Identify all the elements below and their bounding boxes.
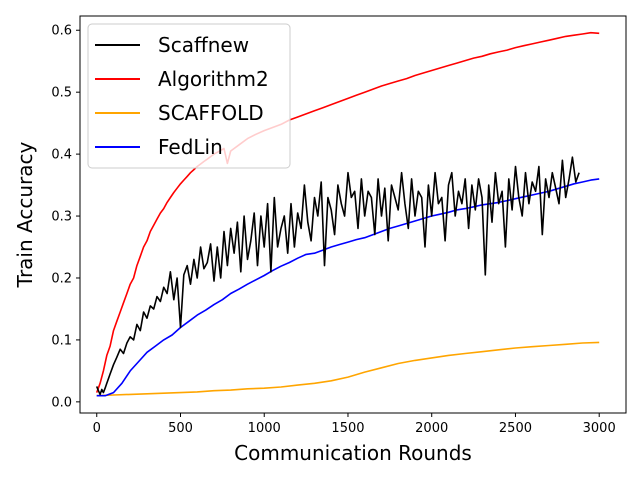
- y-tick-label: 0.4: [51, 148, 72, 163]
- x-tick-label: 2000: [415, 421, 448, 436]
- y-tick-label: 0.1: [51, 333, 72, 348]
- y-tick-label: 0.2: [51, 271, 72, 286]
- axes-layer: 0 500 1000 1500 2000 2500 3000 0.0 0.1 0.2 0.3 0.4 0…: [51, 24, 615, 436]
- legend-label: Algorithm2: [158, 67, 269, 91]
- y-tick-label: 0.5: [51, 86, 72, 101]
- x-tick-label: 0: [93, 421, 101, 436]
- plot-frame: [79, 15, 627, 414]
- legend-label: Scaffnew: [158, 33, 249, 57]
- x-tick-label: 1000: [248, 421, 281, 436]
- y-tick-label: 0.6: [51, 24, 72, 39]
- x-axis-label: Communication Rounds: [234, 441, 472, 465]
- x-tick-label: 1500: [331, 421, 364, 436]
- series-line-scaffnew: [95, 156, 580, 396]
- x-tick-label: 2500: [499, 421, 532, 436]
- y-axis-label: Train Accuracy: [13, 142, 37, 289]
- legend-label: SCAFFOLD: [158, 101, 264, 125]
- series-line-scaffold: [96, 341, 600, 397]
- y-tick-label: 0.0: [51, 395, 72, 410]
- legend-label: FedLin: [158, 135, 223, 159]
- legend-box: [87, 23, 291, 169]
- legend: Scaffnew Algorithm2 SCAFFOLD FedLin: [87, 23, 291, 169]
- x-tick-label: 500: [168, 421, 193, 436]
- y-tick-label: 0.3: [51, 210, 72, 225]
- x-tick-label: 3000: [583, 421, 616, 436]
